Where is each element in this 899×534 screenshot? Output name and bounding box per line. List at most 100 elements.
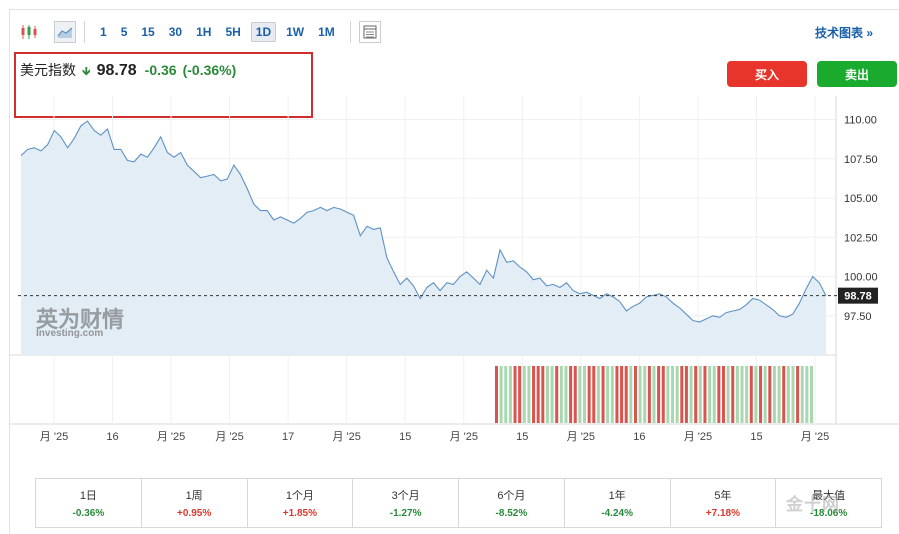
volume-bar: [731, 366, 735, 423]
volume-bar: [791, 366, 795, 423]
performance-cell[interactable]: 1年 -4.24%: [565, 479, 671, 527]
performance-cell[interactable]: 3个月 -1.27%: [353, 479, 459, 527]
x-tick-label: 15: [750, 431, 762, 443]
toolbar-divider: [84, 21, 85, 43]
volume-bar: [675, 366, 679, 423]
performance-cell[interactable]: 1个月 +1.85%: [248, 479, 354, 527]
volume-bar: [527, 366, 531, 423]
volume-bar: [740, 366, 744, 423]
price-area: [21, 121, 826, 355]
period-1w[interactable]: 1W: [286, 25, 305, 39]
period-5h[interactable]: 5H: [225, 25, 241, 39]
x-tick-label: 月 '25: [450, 431, 478, 443]
volume-bar: [772, 366, 776, 423]
volume-bar: [684, 366, 688, 423]
volume-bar: [782, 366, 786, 423]
volume-bar: [786, 366, 790, 423]
performance-cell[interactable]: 5年 +7.18%: [671, 479, 777, 527]
period-selector: 1 5 15 30 1H 5H 1D 1W 1M: [93, 22, 342, 42]
volume-bar: [578, 366, 582, 423]
volume-bar: [615, 366, 619, 423]
x-tick-label: 17: [282, 431, 294, 443]
volume-bar: [536, 366, 540, 423]
performance-cell[interactable]: 1周 +0.95%: [142, 479, 248, 527]
buy-button[interactable]: 买入: [727, 61, 807, 87]
volume-bar: [703, 366, 707, 423]
volume-bar: [508, 366, 512, 423]
performance-change-value: -18.06%: [810, 508, 848, 519]
volume-bar: [666, 366, 670, 423]
period-15[interactable]: 15: [141, 25, 155, 39]
performance-table: 1日 -0.36% 1周 +0.95% 1个月 +1.85% 3个月 -1.27% 6个月 -8.…: [35, 478, 882, 528]
volume-bar: [694, 366, 698, 423]
volume-bar: [749, 366, 753, 423]
period-5[interactable]: 5: [120, 25, 128, 39]
volume-bar: [569, 366, 573, 423]
performance-cell[interactable]: 1日 -0.36%: [36, 479, 142, 527]
volume-bar: [754, 366, 758, 423]
volume-bar: [532, 366, 536, 423]
y-tick-label: 107.50: [844, 154, 878, 166]
investing-watermark: 英为财情: [36, 307, 124, 333]
volume-bar: [647, 366, 651, 423]
x-tick-label: 月 '25: [567, 431, 595, 443]
x-tick-label: 15: [399, 431, 411, 443]
x-tick-label: 月 '25: [40, 431, 68, 443]
area-chart-icon[interactable]: [54, 21, 76, 43]
performance-cell[interactable]: 6个月 -8.52%: [459, 479, 565, 527]
volume-bar: [726, 366, 730, 423]
chart-widget-frame: [9, 9, 899, 534]
volume-bar: [721, 366, 725, 423]
sell-button[interactable]: 卖出: [817, 61, 897, 87]
volume-bar: [606, 366, 610, 423]
volume-bar: [587, 366, 591, 423]
period-1h[interactable]: 1H: [196, 25, 212, 39]
candlestick-icon[interactable]: [18, 21, 40, 43]
x-tick-label: 月 '25: [684, 431, 712, 443]
y-tick-label: 102.50: [844, 232, 878, 244]
performance-period-label: 3个月: [391, 490, 420, 502]
price-chart[interactable]: 月 '25 16 月 '25 月 '25 17 月 '25 15 月 '25 15 月 '25 16…: [0, 0, 899, 470]
period-1m[interactable]: 1M: [318, 25, 335, 39]
period-1[interactable]: 1: [100, 25, 107, 39]
down-arrow-icon: 🡻: [82, 64, 91, 78]
x-tick-label: 月 '25: [801, 431, 829, 443]
volume-bar: [545, 366, 549, 423]
table-view-icon[interactable]: [358, 21, 381, 43]
volume-bar: [592, 366, 596, 423]
volume-bar: [499, 366, 503, 423]
period-1d[interactable]: 1D: [250, 22, 277, 42]
instrument-name: 美元指数: [20, 62, 76, 78]
performance-change-value: +0.95%: [177, 508, 212, 519]
quote-summary: 美元指数 🡻 98.78 -0.36 (-0.36%): [20, 60, 236, 83]
performance-change-value: -1.27%: [389, 508, 422, 519]
quote-highlight-box: [14, 52, 313, 118]
performance-change-value: -0.36%: [72, 508, 105, 519]
volume-bar: [689, 366, 693, 423]
period-30[interactable]: 30: [168, 25, 183, 39]
volume-bar: [661, 366, 665, 423]
performance-change-value: +1.85%: [282, 508, 317, 519]
volume-bar: [555, 366, 559, 423]
y-tick-label: 97.50: [844, 311, 872, 323]
performance-change-value: -8.52%: [495, 508, 528, 519]
volume-bar: [601, 366, 605, 423]
volume-bar: [638, 366, 642, 423]
volume-bar: [573, 366, 577, 423]
x-tick-label: 月 '25: [215, 431, 243, 443]
chart-toolbar: 1 5 15 30 1H 5H 1D 1W 1M 技术图表 »: [10, 18, 899, 46]
volume-bar: [768, 366, 772, 423]
volume-bar: [504, 366, 508, 423]
performance-period-label: 最大值: [812, 490, 846, 502]
volume-bar: [810, 366, 813, 423]
volume-bar: [541, 366, 545, 423]
volume-bar: [652, 366, 656, 423]
performance-period-label: 1日: [79, 490, 97, 502]
volume-bar: [717, 366, 721, 423]
volume-bar: [624, 366, 628, 423]
performance-cell[interactable]: 最大值 -18.06%: [776, 479, 881, 527]
volume-bar: [583, 366, 587, 423]
volume-bar: [745, 366, 749, 423]
volume-bar: [643, 366, 647, 423]
technical-chart-link[interactable]: 技术图表 »: [814, 26, 873, 40]
